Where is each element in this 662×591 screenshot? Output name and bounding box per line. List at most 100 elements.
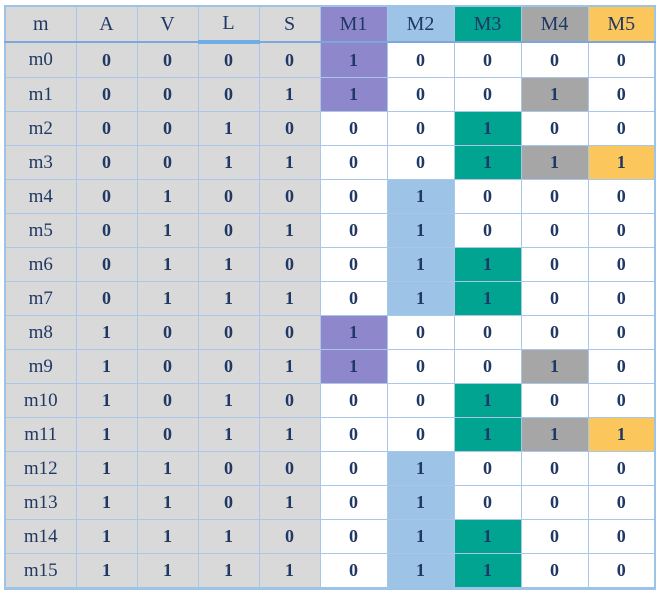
cell-m11-A: 1 — [75, 417, 138, 452]
cell-m11-M1: 0 — [319, 417, 388, 452]
cell-m6-M1: 0 — [319, 247, 388, 282]
cell-m2-M4: 0 — [520, 111, 589, 146]
cell-m1-m: m1 — [4, 77, 77, 112]
cell-m6-M5: 0 — [587, 247, 656, 282]
cell-m0-M3: 0 — [453, 41, 522, 78]
cell-m8-M1: 1 — [319, 315, 388, 350]
cell-m8-M2: 0 — [386, 315, 455, 350]
cell-m6-S: 0 — [258, 247, 321, 282]
cell-m12-M4: 0 — [520, 451, 589, 486]
cell-m0-A: 0 — [75, 41, 138, 78]
cell-m6-M4: 0 — [520, 247, 589, 282]
cell-m10-M1: 0 — [319, 383, 388, 418]
table-row-m7: m7 0 1 1 1 0 1 1 0 0 — [4, 281, 656, 316]
cell-m15-V: 1 — [136, 553, 199, 589]
cell-m15-M3: 1 — [453, 553, 522, 589]
cell-m6-A: 0 — [75, 247, 138, 282]
cell-m12-M3: 0 — [453, 451, 522, 486]
cell-m10-M5: 0 — [587, 383, 656, 418]
cell-m4-M4: 0 — [520, 179, 589, 214]
cell-m10-A: 1 — [75, 383, 138, 418]
cell-m7-M4: 0 — [520, 281, 589, 316]
cell-m9-V: 0 — [136, 349, 199, 384]
cell-m8-M3: 0 — [453, 315, 522, 350]
cell-m0-S: 0 — [258, 41, 321, 78]
cell-m8-S: 0 — [258, 315, 321, 350]
table-row-m8: m8 1 0 0 0 1 0 0 0 0 — [4, 315, 656, 350]
cell-m4-M3: 0 — [453, 179, 522, 214]
cell-m7-m: m7 — [4, 281, 77, 316]
cell-m5-M2: 1 — [386, 213, 455, 248]
cell-m9-L: 0 — [197, 349, 260, 384]
cell-m14-S: 0 — [258, 519, 321, 554]
cell-m13-m: m13 — [4, 485, 77, 520]
cell-m14-M2: 1 — [386, 519, 455, 554]
table-row-m2: m2 0 0 1 0 0 0 1 0 0 — [4, 111, 656, 146]
table-body: m0 0 0 0 0 1 0 0 0 0 m1 0 0 0 1 1 0 0 1 0 m2 0 0 1 0 0 0 1 0 0 m3 0 0 1 1 0… — [4, 41, 656, 589]
cell-m14-A: 1 — [75, 519, 138, 554]
cell-m3-S: 1 — [258, 145, 321, 180]
cell-m1-M3: 0 — [453, 77, 522, 112]
cell-m15-M4: 0 — [520, 553, 589, 589]
cell-m2-A: 0 — [75, 111, 138, 146]
cell-m11-M4: 1 — [520, 417, 589, 452]
cell-m7-L: 1 — [197, 281, 260, 316]
table-row-m1: m1 0 0 0 1 1 0 0 1 0 — [4, 77, 656, 112]
table-row-m10: m10 1 0 1 0 0 0 1 0 0 — [4, 383, 656, 418]
cell-m9-M4: 1 — [520, 349, 589, 384]
cell-m14-V: 1 — [136, 519, 199, 554]
cell-m8-V: 0 — [136, 315, 199, 350]
table-row-m13: m13 1 1 0 1 0 1 0 0 0 — [4, 485, 656, 520]
cell-m13-M3: 0 — [453, 485, 522, 520]
cell-m5-L: 0 — [197, 213, 260, 248]
cell-m1-A: 0 — [75, 77, 138, 112]
cell-m5-M1: 0 — [319, 213, 388, 248]
cell-m15-M1: 0 — [319, 553, 388, 589]
cell-m1-M1: 1 — [319, 77, 388, 112]
cell-m15-M5: 0 — [587, 553, 656, 589]
column-header-V: V — [136, 5, 199, 43]
cell-m13-V: 1 — [136, 485, 199, 520]
column-header-m: m — [4, 5, 77, 43]
cell-m12-M1: 0 — [319, 451, 388, 486]
cell-m15-S: 1 — [258, 553, 321, 589]
cell-m4-S: 0 — [258, 179, 321, 214]
cell-m2-M2: 0 — [386, 111, 455, 146]
cell-m0-M1: 1 — [319, 41, 388, 78]
cell-m9-M1: 1 — [319, 349, 388, 384]
cell-m8-m: m8 — [4, 315, 77, 350]
cell-m3-M5: 1 — [587, 145, 656, 180]
cell-m7-S: 1 — [258, 281, 321, 316]
cell-m2-S: 0 — [258, 111, 321, 146]
column-header-L: L — [197, 5, 260, 44]
cell-m6-V: 1 — [136, 247, 199, 282]
column-header-A: A — [75, 5, 138, 43]
cell-m4-L: 0 — [197, 179, 260, 214]
cell-m14-L: 1 — [197, 519, 260, 554]
cell-m2-M3: 1 — [453, 111, 522, 146]
cell-m13-S: 1 — [258, 485, 321, 520]
table-row-m0: m0 0 0 0 0 1 0 0 0 0 — [4, 41, 656, 78]
cell-m0-M4: 0 — [520, 41, 589, 78]
table-head: m A V L S M1 M2 M3 M4 M5 — [4, 5, 656, 44]
cell-m3-M2: 0 — [386, 145, 455, 180]
cell-m6-M3: 1 — [453, 247, 522, 282]
cell-m13-A: 1 — [75, 485, 138, 520]
cell-m3-A: 0 — [75, 145, 138, 180]
cell-m4-M5: 0 — [587, 179, 656, 214]
cell-m4-M1: 0 — [319, 179, 388, 214]
cell-m9-m: m9 — [4, 349, 77, 384]
cell-m14-M4: 0 — [520, 519, 589, 554]
cell-m4-A: 0 — [75, 179, 138, 214]
cell-m10-m: m10 — [4, 383, 77, 418]
cell-m1-S: 1 — [258, 77, 321, 112]
cell-m14-M1: 0 — [319, 519, 388, 554]
cell-m2-V: 0 — [136, 111, 199, 146]
cell-m5-M5: 0 — [587, 213, 656, 248]
table-row-m6: m6 0 1 1 0 0 1 1 0 0 — [4, 247, 656, 282]
minterm-truth-table: m A V L S M1 M2 M3 M4 M5 m0 0 0 0 0 1 0 0 0 0 m1 0 0 0 1 1 0 0 1 0 m2… — [4, 5, 656, 590]
cell-m1-M5: 0 — [587, 77, 656, 112]
cell-m7-V: 1 — [136, 281, 199, 316]
table-row-m14: m14 1 1 1 0 0 1 1 0 0 — [4, 519, 656, 554]
